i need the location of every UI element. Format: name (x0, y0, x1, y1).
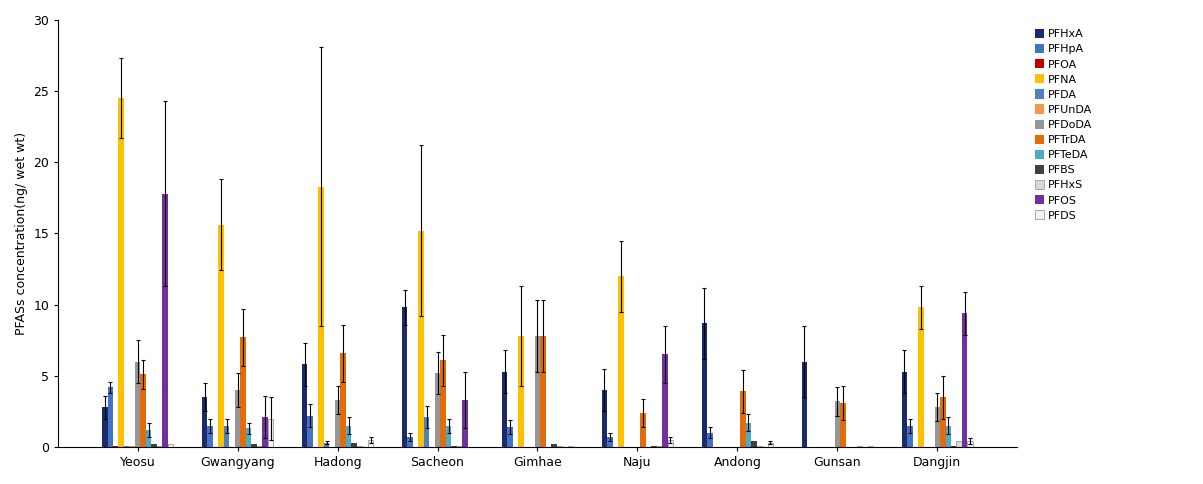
Bar (502, 372, 508, 447)
Bar (202, 397, 207, 447)
Bar (668, 440, 674, 447)
Bar (451, 446, 457, 447)
Bar (657, 446, 662, 447)
Bar (707, 433, 712, 447)
Bar (262, 417, 268, 447)
Bar (319, 186, 324, 447)
Bar (257, 446, 262, 447)
Bar (124, 446, 130, 447)
Bar (368, 440, 373, 447)
Bar (308, 416, 313, 447)
Bar (402, 307, 408, 447)
Bar (440, 360, 446, 447)
Bar (235, 390, 241, 447)
Bar (901, 372, 907, 447)
Bar (462, 400, 468, 447)
Bar (757, 446, 763, 447)
Bar (568, 446, 573, 447)
Bar (107, 387, 113, 447)
Bar (324, 443, 330, 447)
Bar (268, 419, 273, 447)
Bar (967, 441, 973, 447)
Bar (207, 425, 213, 447)
Bar (408, 437, 413, 447)
Bar (334, 400, 340, 447)
Bar (651, 446, 657, 447)
Bar (801, 362, 807, 447)
Bar (345, 425, 351, 447)
Bar (113, 446, 119, 447)
Bar (423, 417, 429, 447)
Bar (740, 392, 746, 447)
Bar (130, 446, 135, 447)
Bar (457, 446, 462, 447)
Bar (918, 307, 924, 447)
Bar (302, 364, 308, 447)
Bar (351, 443, 357, 447)
Bar (835, 401, 840, 447)
Bar (102, 407, 107, 447)
Bar (146, 430, 152, 447)
Bar (701, 323, 707, 447)
Bar (518, 336, 523, 447)
Bar (551, 444, 557, 447)
Bar (219, 225, 224, 447)
Bar (434, 373, 440, 447)
Bar (640, 413, 646, 447)
Bar (251, 444, 257, 447)
Bar (956, 441, 962, 447)
Bar (540, 336, 546, 447)
Bar (168, 444, 173, 447)
Bar (935, 407, 940, 447)
Bar (340, 353, 345, 447)
Bar (751, 441, 757, 447)
Bar (162, 194, 168, 447)
Bar (419, 231, 423, 447)
Bar (662, 354, 668, 447)
Bar (608, 437, 612, 447)
Bar (152, 444, 156, 447)
Bar (141, 375, 146, 447)
Bar (508, 427, 512, 447)
Bar (245, 428, 251, 447)
Bar (946, 425, 952, 447)
Bar (357, 446, 362, 447)
Legend: PFHxA, PFHpA, PFOA, PFNA, PFDA, PFUnDA, PFDoDA, PFTrDA, PFTeDA, PFBS, PFHxS, PFO: PFHxA, PFHpA, PFOA, PFNA, PFDA, PFUnDA, … (1032, 26, 1096, 224)
Bar (746, 423, 751, 447)
Bar (768, 443, 774, 447)
Bar (535, 336, 540, 447)
Bar (156, 446, 162, 447)
Bar (867, 446, 873, 447)
Bar (557, 446, 562, 447)
Bar (962, 313, 967, 447)
Bar (224, 425, 230, 447)
Bar (446, 425, 451, 447)
Bar (135, 362, 141, 447)
Bar (618, 276, 623, 447)
Y-axis label: PFASs concentration(ng/ wet wt): PFASs concentration(ng/ wet wt) (14, 132, 28, 335)
Bar (952, 446, 956, 447)
Bar (907, 425, 913, 447)
Bar (241, 337, 245, 447)
Bar (840, 403, 846, 447)
Bar (119, 98, 124, 447)
Bar (857, 446, 863, 447)
Bar (602, 390, 608, 447)
Bar (940, 397, 946, 447)
